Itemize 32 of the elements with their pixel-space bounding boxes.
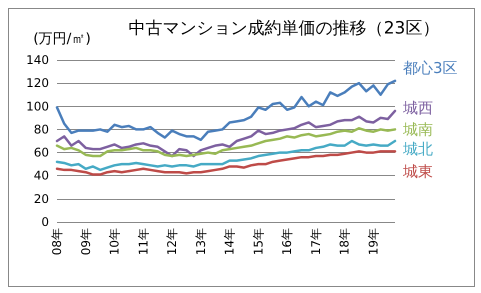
line-series: [56, 127, 396, 158]
series-label: 都心3区: [403, 58, 458, 77]
line-series: [56, 80, 396, 142]
line-series: [56, 110, 396, 158]
y-tick-label: 80: [34, 122, 49, 136]
series-label: 城西: [402, 98, 433, 117]
y-tick-label: 140: [26, 53, 49, 67]
x-tick-label: 12年: [165, 228, 180, 256]
x-tick-label: 19年: [366, 228, 380, 256]
x-tick-label: 18年: [338, 228, 352, 256]
y-axis-title: (万円/㎡): [33, 31, 91, 47]
line-series: [56, 150, 396, 176]
x-tick-label: 14年: [222, 228, 237, 256]
line-series: [56, 140, 396, 172]
y-tick-label: 40: [34, 168, 49, 183]
series-label: 城南: [402, 120, 433, 138]
y-tick-label: 20: [34, 192, 49, 206]
series-label: 城東: [402, 162, 433, 180]
x-tick-label: 15年: [251, 228, 266, 256]
y-tick-label: 120: [26, 76, 49, 90]
x-tick-label: 16年: [280, 228, 294, 256]
y-tick-label: 0: [41, 215, 49, 229]
x-tick-label: 17年: [308, 228, 323, 256]
y-tick-label: 60: [34, 146, 49, 160]
x-tick-label: 13年: [194, 228, 208, 256]
x-tick-label: 09年: [78, 228, 93, 256]
x-tick-label: 11年: [136, 228, 150, 256]
x-tick-label: 08年: [50, 228, 64, 256]
chart-title: 中古マンション成約単価の推移（23区）: [128, 18, 440, 38]
y-tick-label: 100: [26, 99, 49, 114]
series-label: 城北: [402, 140, 433, 158]
x-tick-label: 10年: [108, 228, 122, 256]
